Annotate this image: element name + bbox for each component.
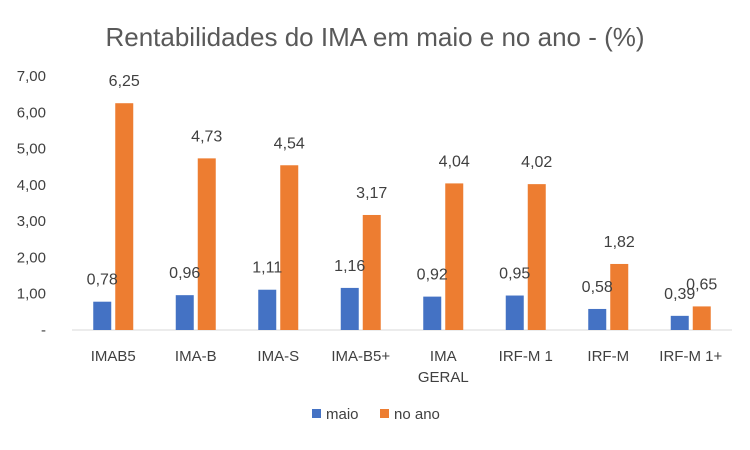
y-tick-label: 2,00 — [17, 249, 46, 266]
bar-no-ano — [692, 306, 711, 330]
data-label: 1,11 — [252, 260, 282, 277]
bar-no-ano — [280, 165, 299, 330]
y-tick-label: 1,00 — [17, 286, 46, 303]
data-label: 4,04 — [439, 153, 470, 170]
category-label: IMA-B5+ — [331, 348, 390, 365]
data-label: 1,82 — [604, 234, 635, 251]
legend-label: no ano — [394, 406, 440, 423]
y-tick-label: 6,00 — [17, 104, 46, 121]
legend-label: maio — [326, 406, 359, 423]
data-label: 0,92 — [417, 267, 448, 284]
legend-item: no ano — [380, 406, 440, 423]
data-label: 0,96 — [169, 265, 200, 282]
y-tick-label: 4,00 — [17, 177, 46, 194]
legend-swatch — [312, 409, 321, 418]
x-axis: IMAB5 IMA-B IMA-S IMA-B5+ IMA GERAL IRF-M 1 IRF… — [91, 348, 723, 386]
data-label: 0,95 — [499, 266, 530, 283]
data-label: 0,58 — [582, 279, 613, 296]
data-label: 3,17 — [356, 185, 387, 202]
category-label: IRF-M 1 — [499, 348, 553, 365]
y-tick-label: 7,00 — [17, 68, 46, 85]
bar-maio — [423, 296, 442, 330]
bars — [93, 103, 711, 330]
y-axis: - 1,00 2,00 3,00 4,00 5,00 6,00 7,00 — [17, 68, 46, 339]
data-label: 4,02 — [521, 154, 552, 171]
y-tick-label: 3,00 — [17, 213, 46, 230]
data-label: 1,16 — [334, 258, 365, 275]
bar-maio — [588, 308, 607, 330]
bar-maio — [340, 287, 359, 330]
bar-no-ano — [197, 158, 216, 330]
category-label: IRF-M 1+ — [659, 348, 722, 365]
data-label: 6,25 — [109, 73, 140, 90]
bar-no-ano — [527, 184, 546, 330]
bar-no-ano — [445, 183, 464, 330]
category-label: IMAB5 — [91, 348, 136, 365]
bar-maio — [670, 315, 689, 330]
data-label: 4,73 — [191, 128, 222, 145]
category-label: IMA GERAL — [418, 348, 469, 386]
bar-no-ano — [362, 214, 381, 330]
legend: maio no ano — [312, 406, 440, 423]
bar-no-ano — [610, 263, 629, 330]
y-tick-label: - — [41, 322, 46, 339]
category-label: IMA-B — [175, 348, 217, 365]
y-tick-label: 5,00 — [17, 141, 46, 158]
data-label: 0,65 — [686, 276, 717, 293]
data-label: 0,39 — [664, 286, 695, 303]
legend-item: maio — [312, 406, 359, 423]
bar-maio — [175, 295, 194, 330]
bar-maio — [258, 289, 277, 330]
data-label: 4,54 — [274, 135, 305, 152]
category-label: IMA-S — [257, 348, 299, 365]
bar-maio — [505, 295, 524, 330]
bar-no-ano — [115, 103, 134, 330]
category-label: IRF-M — [587, 348, 629, 365]
legend-swatch — [380, 409, 389, 418]
chart-title: Rentabilidades do IMA em maio e no ano -… — [105, 22, 644, 52]
data-labels: 0,78 6,25 0,96 4,73 1,11 4,54 1,16 3,17 0,92 4,04… — [87, 73, 718, 303]
bar-maio — [93, 301, 112, 330]
data-label: 0,78 — [87, 272, 118, 289]
